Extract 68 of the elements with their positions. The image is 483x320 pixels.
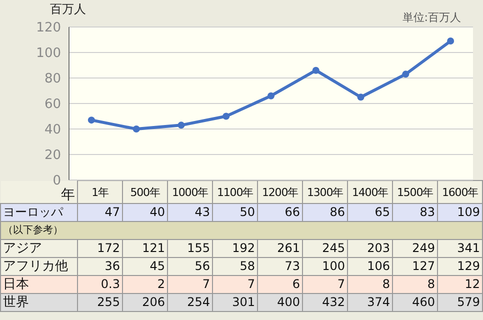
text: 432 [302,294,348,312]
text: 単位:百万人 [402,10,461,25]
text: 579 [438,294,482,312]
data-label: 65 [348,204,392,222]
y-tick-label: 40 [44,122,61,138]
text: 245 [302,240,348,258]
x-tick-label: 1000年 [168,180,212,204]
text: 45 [122,258,168,276]
data-label: 40 [122,204,168,222]
text: 8 [348,276,392,294]
text: 7 [212,276,258,294]
text: 129 [438,258,482,276]
x-tick-label: 500年 [122,180,168,204]
text: 341 [438,240,482,258]
data-label: 47 [78,204,122,222]
text: 261 [258,240,302,258]
text: 106 [348,258,392,276]
text: 世界 [0,294,78,312]
x-tick-label: 1400年 [348,180,392,204]
text: 206 [122,294,168,312]
text: 255 [78,294,122,312]
data-label: 109 [438,204,482,222]
text: 7 [302,276,348,294]
y-axis-title: 百万人 [50,1,86,18]
text: 100 [302,258,348,276]
text: 7 [168,276,212,294]
text: 374 [348,294,392,312]
y-tick-label: 120 [36,20,61,36]
text: アジア [0,240,78,258]
text: 400 [258,294,302,312]
text: 6 [258,276,302,294]
text: 58 [212,258,258,276]
y-tick-label: 60 [44,97,61,112]
text: 155 [168,240,212,258]
text: 73 [258,258,302,276]
data-label: 50 [212,204,258,222]
text: 8 [392,276,438,294]
text: アフリカ他 [0,258,78,276]
text: 127 [392,258,438,276]
text: 254 [168,294,212,312]
data-label: 43 [168,204,212,222]
y-tick-label: 80 [44,72,61,87]
text: 249 [392,240,438,258]
text: 0.3 [78,276,122,294]
text: 2 [122,276,168,294]
x-tick-label: 1100年 [212,180,258,204]
text: 12 [438,276,482,294]
x-tick-label: 1600年 [438,180,482,204]
text: ヨーロッパ [0,204,78,222]
text: 460 [392,294,438,312]
text: 192 [212,240,258,258]
x-tick-label: 1200年 [258,180,302,204]
y-tick-label: 100 [36,46,61,62]
text: 301 [212,294,258,312]
text: 203 [348,240,392,258]
text: 172 [78,240,122,258]
text: 56 [168,258,212,276]
text: 36 [78,258,122,276]
text: 日本 [0,276,78,294]
x-tick-label: 1年 [78,180,122,204]
y-tick-label: 20 [44,148,61,164]
x-tick-label: 1300年 [302,180,348,204]
data-label: 86 [302,204,348,222]
data-label: 83 [392,204,438,222]
text: 121 [122,240,168,258]
text: （以下参考） [0,222,482,240]
data-label: 66 [258,204,302,222]
x-tick-label: 1500年 [392,180,438,204]
